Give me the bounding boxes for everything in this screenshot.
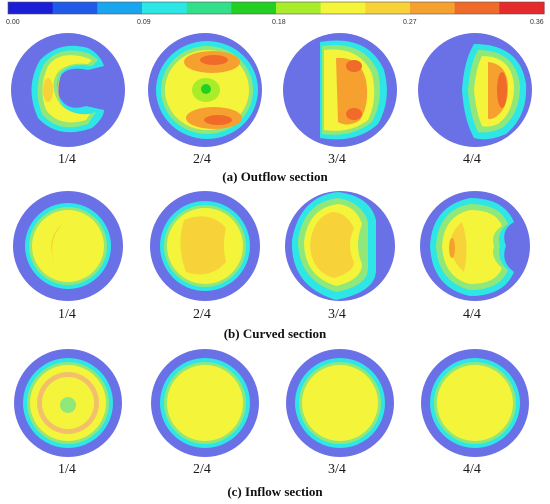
colorbar-tick-3: 0.27 <box>403 19 417 26</box>
panel-label-inflow-4-4: 4/4 <box>463 462 481 477</box>
contour-outflow-1-4 <box>11 33 125 147</box>
row-curved: 1/4 2/4 3/4 4/4 (b) Cur <box>13 191 530 341</box>
colorbar-swatch <box>276 2 322 14</box>
colorbar-tick-0: 0.00 <box>6 19 20 26</box>
contour-outflow-4-4 <box>418 33 532 147</box>
contour-curved-3-4 <box>285 191 395 301</box>
colorbar-tick-1: 0.09 <box>137 19 151 26</box>
caption-curved: (b) Curved section <box>224 326 327 341</box>
panel-label-curved-3-4: 3/4 <box>328 307 346 322</box>
colorbar: 0.00 0.09 0.18 0.27 0.36 <box>6 1 545 26</box>
row-outflow: 1/4 2/4 3/4 <box>11 33 532 184</box>
colorbar-swatch <box>320 2 366 14</box>
panel-label-curved-2-4: 2/4 <box>193 307 211 322</box>
panel-label-inflow-1-4: 1/4 <box>58 462 76 477</box>
contour-curved-2-4 <box>150 191 260 301</box>
caption-inflow: (c) Inflow section <box>227 484 323 499</box>
colorbar-swatch <box>8 2 54 14</box>
panel-label-outflow-2-4: 2/4 <box>193 152 211 167</box>
contour-inflow-3-4 <box>286 349 394 457</box>
panel-label-outflow-3-4: 3/4 <box>328 152 346 167</box>
contour-inflow-1-4 <box>14 349 122 457</box>
caption-outflow: (a) Outflow section <box>222 169 328 184</box>
panel-label-outflow-4-4: 4/4 <box>463 152 481 167</box>
contour-inflow-4-4 <box>421 349 529 457</box>
colorbar-swatch <box>365 2 411 14</box>
colorbar-swatch <box>454 2 500 14</box>
colorbar-swatch <box>97 2 143 14</box>
contour-outflow-2-4 <box>148 33 262 147</box>
colorbar-swatch <box>142 2 188 14</box>
colorbar-swatches <box>7 1 545 15</box>
colorbar-frame <box>7 1 545 15</box>
panel-label-outflow-1-4: 1/4 <box>58 152 76 167</box>
panel-label-inflow-2-4: 2/4 <box>193 462 211 477</box>
row-inflow: 1/4 2/4 3/4 4/4 (c) Inflow section <box>14 349 529 499</box>
colorbar-swatch <box>231 2 277 14</box>
contour-inflow-2-4 <box>151 349 259 457</box>
colorbar-swatch <box>499 2 545 14</box>
colorbar-swatch <box>186 2 232 14</box>
colorbar-swatch <box>410 2 456 14</box>
panel-label-curved-4-4: 4/4 <box>463 307 481 322</box>
panel-label-inflow-3-4: 3/4 <box>328 462 346 477</box>
contour-curved-4-4 <box>420 191 530 301</box>
colorbar-tick-4: 0.36 <box>530 19 544 26</box>
contour-curved-1-4 <box>13 191 123 301</box>
panel-label-curved-1-4: 1/4 <box>58 307 76 322</box>
colorbar-swatch <box>52 2 98 14</box>
colorbar-tick-2: 0.18 <box>272 19 286 26</box>
contour-outflow-3-4 <box>283 33 397 147</box>
